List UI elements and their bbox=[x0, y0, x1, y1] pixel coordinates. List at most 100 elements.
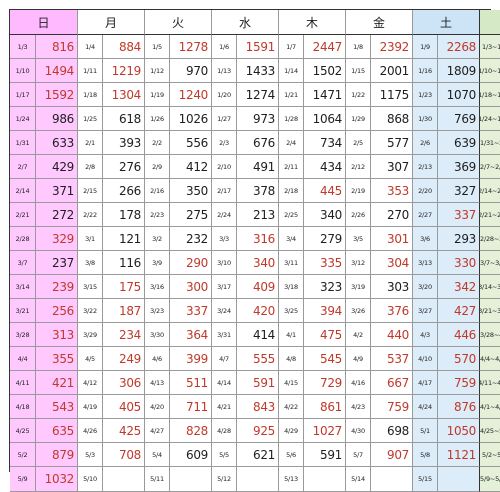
count-cell: 545 bbox=[304, 347, 346, 371]
count-cell: 537 bbox=[371, 347, 413, 371]
date-cell: 1/21 bbox=[279, 83, 304, 107]
count-cell: 861 bbox=[304, 395, 346, 419]
date-cell: 4/23 bbox=[346, 395, 371, 419]
week-range-cell: 3/21~3/27 bbox=[480, 299, 500, 323]
date-cell: 5/11 bbox=[145, 467, 170, 492]
header-week: 週間 bbox=[480, 10, 500, 35]
count-cell: 232 bbox=[170, 227, 212, 251]
date-cell: 2/1 bbox=[78, 131, 103, 155]
week-range-cell: 1/10~1/17 bbox=[480, 59, 500, 83]
date-cell: 3/27 bbox=[413, 299, 438, 323]
count-cell: 884 bbox=[103, 35, 145, 59]
date-cell: 1/23 bbox=[413, 83, 438, 107]
week-range-cell: 5/2~5/8 bbox=[480, 443, 500, 467]
date-cell: 4/30 bbox=[346, 419, 371, 443]
count-cell: 290 bbox=[170, 251, 212, 275]
date-cell: 5/9 bbox=[10, 467, 36, 492]
count-cell: 511 bbox=[170, 371, 212, 395]
date-cell: 2/3 bbox=[212, 131, 237, 155]
count-cell: 635 bbox=[36, 419, 78, 443]
count-cell: 327 bbox=[438, 179, 480, 203]
date-cell: 4/14 bbox=[212, 371, 237, 395]
date-cell: 1/19 bbox=[145, 83, 170, 107]
count-cell: 329 bbox=[36, 227, 78, 251]
date-cell: 3/3 bbox=[212, 227, 237, 251]
date-cell: 4/4 bbox=[10, 347, 36, 371]
date-cell: 4/13 bbox=[145, 371, 170, 395]
count-cell: 306 bbox=[103, 371, 145, 395]
count-cell: 239 bbox=[36, 275, 78, 299]
count-cell: 667 bbox=[371, 371, 413, 395]
date-cell: 1/16 bbox=[413, 59, 438, 83]
date-cell: 5/2 bbox=[10, 443, 36, 467]
count-cell: 1064 bbox=[304, 107, 346, 131]
header-wed: 水 bbox=[212, 10, 279, 35]
count-cell: 925 bbox=[237, 419, 279, 443]
count-cell: 340 bbox=[304, 203, 346, 227]
date-cell: 3/20 bbox=[413, 275, 438, 299]
count-cell: 2447 bbox=[304, 35, 346, 59]
count-cell: 556 bbox=[170, 131, 212, 155]
date-cell: 4/29 bbox=[279, 419, 304, 443]
date-cell: 1/11 bbox=[78, 59, 103, 83]
date-cell: 2/26 bbox=[346, 203, 371, 227]
count-cell: 1278 bbox=[170, 35, 212, 59]
count-cell: 1240 bbox=[170, 83, 212, 107]
date-cell: 3/7 bbox=[10, 251, 36, 275]
week-range-cell: 3/14~3/20 bbox=[480, 275, 500, 299]
count-cell: 376 bbox=[371, 299, 413, 323]
date-cell: 1/14 bbox=[279, 59, 304, 83]
date-cell: 1/13 bbox=[212, 59, 237, 83]
date-cell: 1/29 bbox=[346, 107, 371, 131]
date-cell: 4/8 bbox=[279, 347, 304, 371]
count-cell: 570 bbox=[438, 347, 480, 371]
date-cell: 2/16 bbox=[145, 179, 170, 203]
count-cell: 364 bbox=[170, 323, 212, 347]
count-cell: 1433 bbox=[237, 59, 279, 83]
count-cell: 591 bbox=[237, 371, 279, 395]
header-sat: 土 bbox=[413, 10, 480, 35]
date-cell: 4/1 bbox=[279, 323, 304, 347]
date-cell: 4/20 bbox=[145, 395, 170, 419]
date-cell: 1/20 bbox=[212, 83, 237, 107]
count-cell: 342 bbox=[438, 275, 480, 299]
count-cell: 420 bbox=[237, 299, 279, 323]
week-range-cell: 2/28~3/6 bbox=[480, 227, 500, 251]
date-cell: 3/4 bbox=[279, 227, 304, 251]
header-mon: 月 bbox=[78, 10, 145, 35]
count-cell: 769 bbox=[438, 107, 480, 131]
count-cell: 121 bbox=[103, 227, 145, 251]
count-cell: 816 bbox=[36, 35, 78, 59]
count-cell: 316 bbox=[237, 227, 279, 251]
count-cell: 350 bbox=[170, 179, 212, 203]
week-range-cell: 4/1~4/24 bbox=[480, 395, 500, 419]
date-cell: 4/26 bbox=[78, 419, 103, 443]
date-cell: 2/8 bbox=[78, 155, 103, 179]
count-cell: 609 bbox=[170, 443, 212, 467]
date-cell: 3/22 bbox=[78, 299, 103, 323]
count-cell: 279 bbox=[304, 227, 346, 251]
date-cell: 1/22 bbox=[346, 83, 371, 107]
count-cell: 591 bbox=[304, 443, 346, 467]
count-cell: 876 bbox=[438, 395, 480, 419]
header-sun: 日 bbox=[10, 10, 78, 35]
week-range-cell: 1/24~1/30 bbox=[480, 107, 500, 131]
date-cell: 3/25 bbox=[279, 299, 304, 323]
date-cell: 4/9 bbox=[346, 347, 371, 371]
date-cell: 5/14 bbox=[346, 467, 371, 492]
count-cell: 633 bbox=[36, 131, 78, 155]
count-cell: 1502 bbox=[304, 59, 346, 83]
count-cell: 412 bbox=[170, 155, 212, 179]
count-cell: 307 bbox=[371, 155, 413, 179]
count-cell: 555 bbox=[237, 347, 279, 371]
date-cell: 2/5 bbox=[346, 131, 371, 155]
date-cell: 2/20 bbox=[413, 179, 438, 203]
date-cell: 3/14 bbox=[10, 275, 36, 299]
date-cell: 1/12 bbox=[145, 59, 170, 83]
date-cell: 3/13 bbox=[413, 251, 438, 275]
count-cell: 175 bbox=[103, 275, 145, 299]
count-cell: 868 bbox=[371, 107, 413, 131]
date-cell: 4/21 bbox=[212, 395, 237, 419]
count-cell: 393 bbox=[103, 131, 145, 155]
count-cell: 1219 bbox=[103, 59, 145, 83]
